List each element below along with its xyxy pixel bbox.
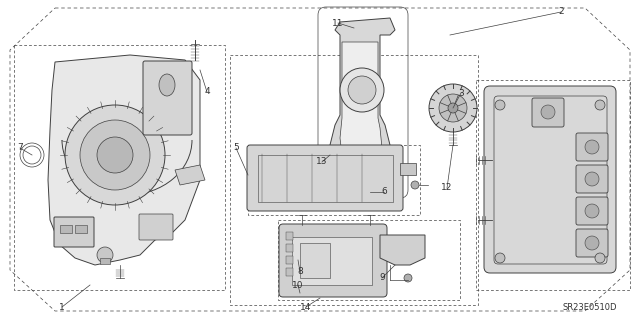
Text: SR23E0510D: SR23E0510D	[563, 303, 617, 313]
Text: 2: 2	[558, 8, 564, 17]
Text: 10: 10	[292, 280, 304, 290]
Polygon shape	[330, 18, 395, 185]
Bar	[286, 232, 293, 240]
FancyBboxPatch shape	[247, 145, 403, 211]
Text: 1: 1	[59, 302, 65, 311]
Bar	[400, 163, 416, 175]
Text: 9: 9	[379, 273, 385, 283]
Circle shape	[439, 94, 467, 122]
Bar	[286, 244, 293, 252]
FancyBboxPatch shape	[279, 224, 387, 297]
Circle shape	[448, 103, 458, 113]
FancyBboxPatch shape	[576, 197, 608, 225]
Text: 7: 7	[17, 144, 23, 152]
FancyBboxPatch shape	[576, 165, 608, 193]
Text: 11: 11	[332, 19, 344, 27]
Bar	[60, 225, 72, 233]
Text: 4: 4	[204, 87, 210, 97]
Text: 12: 12	[442, 183, 452, 192]
Circle shape	[97, 247, 113, 263]
Ellipse shape	[159, 74, 175, 96]
Text: 8: 8	[297, 268, 303, 277]
Circle shape	[585, 204, 599, 218]
Circle shape	[65, 105, 165, 205]
Bar	[292, 237, 372, 285]
Circle shape	[340, 68, 384, 112]
Circle shape	[495, 253, 505, 263]
Bar	[100, 258, 110, 264]
FancyBboxPatch shape	[576, 229, 608, 257]
Text: 5: 5	[233, 144, 239, 152]
Circle shape	[348, 76, 376, 104]
Text: 3: 3	[458, 88, 464, 98]
Circle shape	[495, 100, 505, 110]
Bar	[258, 155, 393, 202]
Polygon shape	[48, 55, 200, 265]
FancyBboxPatch shape	[143, 61, 192, 135]
FancyBboxPatch shape	[484, 86, 616, 273]
Polygon shape	[380, 235, 425, 265]
Circle shape	[80, 120, 150, 190]
Bar	[75, 225, 87, 233]
Text: 13: 13	[316, 158, 328, 167]
Bar	[286, 256, 293, 264]
FancyBboxPatch shape	[139, 214, 173, 240]
Circle shape	[429, 84, 477, 132]
Circle shape	[585, 172, 599, 186]
Text: 14: 14	[300, 302, 312, 311]
FancyBboxPatch shape	[54, 217, 94, 247]
Circle shape	[541, 105, 555, 119]
FancyBboxPatch shape	[576, 133, 608, 161]
Text: 6: 6	[381, 188, 387, 197]
Circle shape	[585, 140, 599, 154]
Circle shape	[595, 100, 605, 110]
Circle shape	[404, 274, 412, 282]
Circle shape	[411, 181, 419, 189]
Bar	[300, 243, 330, 278]
FancyBboxPatch shape	[532, 98, 564, 127]
Circle shape	[595, 253, 605, 263]
Polygon shape	[340, 42, 382, 172]
Circle shape	[585, 236, 599, 250]
Circle shape	[97, 137, 133, 173]
Polygon shape	[175, 165, 205, 185]
Bar	[286, 268, 293, 276]
